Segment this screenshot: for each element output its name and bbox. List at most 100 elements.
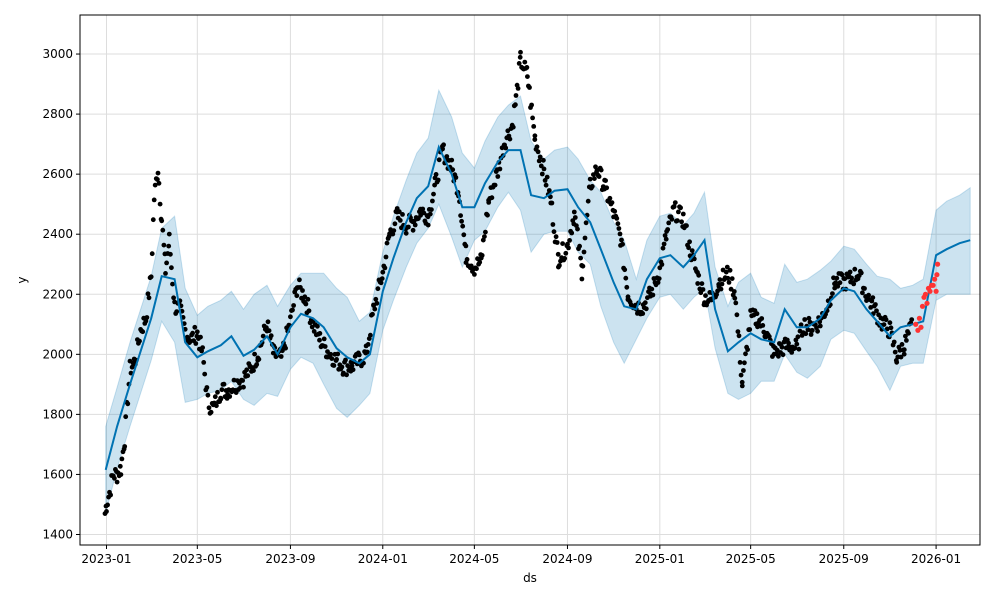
actual-point (780, 352, 786, 358)
actual-point (532, 133, 538, 139)
actual-point (166, 231, 172, 237)
actual-point (665, 227, 671, 232)
actual-point (891, 339, 897, 345)
recent-point (930, 282, 936, 288)
actual-point (617, 231, 623, 237)
actual-point (129, 364, 135, 370)
recent-points (913, 261, 941, 333)
actual-point (212, 394, 218, 400)
actual-point (798, 322, 804, 328)
actual-point (529, 102, 534, 108)
actual-point (566, 245, 571, 251)
actual-point (477, 259, 483, 265)
actual-point (834, 275, 840, 281)
actual-point (837, 280, 843, 286)
actual-point (194, 329, 200, 335)
actual-point (335, 351, 341, 357)
actual-point (384, 240, 390, 246)
actual-point (679, 219, 684, 225)
actual-point (303, 301, 309, 307)
actual-point (536, 158, 542, 164)
actual-point (221, 381, 227, 387)
actual-point (350, 367, 356, 373)
actual-point (719, 281, 725, 287)
actual-point (429, 207, 434, 213)
actual-point (149, 251, 155, 257)
recent-point (935, 261, 941, 267)
actual-point (546, 188, 552, 193)
actual-point (614, 216, 620, 221)
actual-point (148, 274, 154, 280)
actual-point (792, 345, 798, 351)
actual-point (862, 286, 867, 291)
actual-point (687, 239, 692, 245)
actual-point (888, 325, 894, 331)
actual-point (623, 275, 629, 281)
actual-point (200, 345, 206, 350)
actual-point (122, 444, 128, 449)
actual-point (146, 295, 152, 301)
actual-point (883, 317, 889, 323)
actual-point (806, 315, 812, 321)
actual-point (108, 492, 113, 498)
actual-point (868, 305, 874, 310)
actual-point (433, 172, 439, 177)
actual-point (700, 287, 706, 292)
actual-point (483, 229, 488, 235)
actual-point (557, 263, 562, 268)
actual-point (723, 269, 729, 275)
actual-point (427, 211, 433, 217)
actual-point (190, 330, 196, 336)
y-tick-label: 1800 (42, 407, 73, 421)
actual-point (906, 330, 911, 336)
actual-point (260, 333, 266, 339)
actual-point (649, 286, 655, 292)
actual-point (802, 317, 808, 322)
actual-point (579, 276, 585, 282)
actual-point (256, 356, 262, 362)
actual-point (794, 341, 800, 347)
actual-point (909, 317, 915, 322)
actual-point (218, 396, 224, 402)
x-tick-label: 2025-05 (726, 552, 776, 566)
actual-point (171, 295, 177, 301)
actual-point (760, 323, 766, 328)
uncertainty-band (105, 88, 971, 514)
actual-point (884, 326, 890, 332)
actual-point (803, 331, 809, 337)
actual-point (555, 251, 561, 257)
actual-point (155, 170, 161, 176)
actual-point (571, 209, 577, 215)
actual-point (738, 372, 744, 378)
actual-point (815, 328, 820, 334)
actual-point (472, 272, 477, 277)
actual-point (482, 234, 487, 240)
actual-point (365, 342, 371, 347)
actual-point (839, 272, 845, 278)
actual-point (582, 235, 588, 241)
actual-point (118, 472, 124, 477)
actual-point (245, 373, 251, 379)
actual-point (114, 479, 120, 485)
recent-point (932, 276, 938, 282)
forecast-line (104, 144, 971, 471)
y-tick-label: 2400 (42, 227, 73, 241)
actual-point (463, 243, 469, 249)
actual-point (510, 124, 516, 130)
x-axis-ticks: 2023-01 2023-05 2023-09 2024-01 2024-05 2024-… (81, 545, 961, 566)
actual-point (440, 146, 445, 152)
actual-point (479, 253, 485, 258)
actual-point (391, 228, 397, 234)
actual-point (539, 171, 545, 177)
actual-point (410, 227, 416, 233)
actual-point (205, 392, 211, 398)
plot-frame (79, 14, 981, 546)
actual-point (615, 221, 621, 227)
actual-point (726, 280, 732, 285)
actual-point (397, 218, 403, 223)
actual-point (881, 322, 887, 327)
actual-point (849, 275, 854, 281)
actual-point (541, 166, 547, 172)
actual-point (294, 293, 300, 299)
y-tick-label: 2000 (42, 347, 73, 361)
